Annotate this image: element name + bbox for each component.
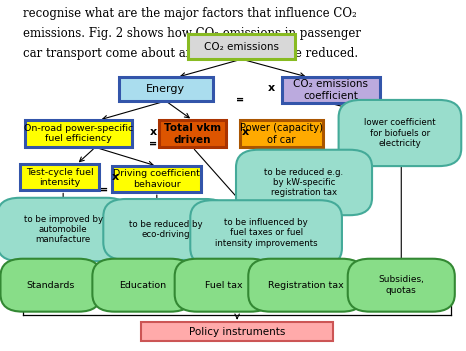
FancyBboxPatch shape (20, 164, 99, 190)
Text: Total vkm
driven: Total vkm driven (164, 123, 221, 145)
Text: x: x (268, 84, 275, 93)
Text: Policy instruments: Policy instruments (189, 326, 285, 337)
Text: Power (capacity)
of car: Power (capacity) of car (240, 123, 323, 145)
Text: Fuel tax: Fuel tax (205, 281, 242, 290)
Text: On-road power-specific
fuel efficiency: On-road power-specific fuel efficiency (24, 124, 133, 144)
FancyBboxPatch shape (236, 150, 372, 215)
FancyBboxPatch shape (25, 120, 132, 147)
Text: emissions. Fig. 2 shows how CO₂ emissions in passenger: emissions. Fig. 2 shows how CO₂ emission… (23, 27, 361, 40)
FancyBboxPatch shape (240, 120, 323, 147)
Text: recognise what are the major factors that influence CO₂: recognise what are the major factors tha… (23, 7, 357, 20)
Text: Education: Education (119, 281, 166, 290)
Text: to be reduced by
eco-driving: to be reduced by eco-driving (129, 220, 203, 239)
FancyBboxPatch shape (119, 77, 212, 101)
Text: Test-cycle fuel
intensity: Test-cycle fuel intensity (26, 167, 93, 187)
Text: =: = (236, 94, 244, 105)
FancyBboxPatch shape (175, 259, 273, 312)
FancyBboxPatch shape (190, 200, 342, 266)
Text: =: = (149, 139, 158, 149)
Text: lower coefficient
for biofuels or
electricity: lower coefficient for biofuels or electr… (364, 118, 436, 148)
FancyBboxPatch shape (348, 259, 455, 312)
Text: to be reduced e.g.
by kW-specific
registration tax: to be reduced e.g. by kW-specific regist… (265, 167, 343, 197)
FancyBboxPatch shape (0, 198, 129, 261)
FancyBboxPatch shape (159, 120, 226, 147)
FancyBboxPatch shape (92, 259, 193, 312)
Text: Driving coefficient
behaviour: Driving coefficient behaviour (113, 169, 200, 189)
Text: =: = (100, 184, 108, 194)
Text: Energy: Energy (146, 84, 185, 94)
Text: x: x (150, 127, 157, 137)
Text: to be influenced by
fuel taxes or fuel
intensity improvements: to be influenced by fuel taxes or fuel i… (215, 218, 317, 248)
FancyBboxPatch shape (112, 166, 201, 192)
Text: to be improved by
automobile
manufacture: to be improved by automobile manufacture (24, 214, 103, 244)
Text: CO₂ emissions
coefficient: CO₂ emissions coefficient (293, 79, 368, 101)
Text: x: x (112, 172, 119, 181)
FancyBboxPatch shape (0, 259, 101, 312)
Text: Standards: Standards (27, 281, 75, 290)
Text: car transport come about and how they can be reduced.: car transport come about and how they ca… (23, 47, 358, 60)
FancyBboxPatch shape (103, 199, 228, 260)
Text: Subsidies,
quotas: Subsidies, quotas (378, 276, 424, 295)
FancyBboxPatch shape (248, 259, 364, 312)
FancyBboxPatch shape (282, 77, 380, 103)
Text: Registration tax: Registration tax (268, 281, 344, 290)
Text: x: x (241, 127, 249, 137)
FancyBboxPatch shape (188, 34, 295, 59)
FancyBboxPatch shape (141, 323, 333, 340)
Text: CO₂ emissions: CO₂ emissions (204, 42, 279, 52)
FancyBboxPatch shape (339, 100, 461, 166)
